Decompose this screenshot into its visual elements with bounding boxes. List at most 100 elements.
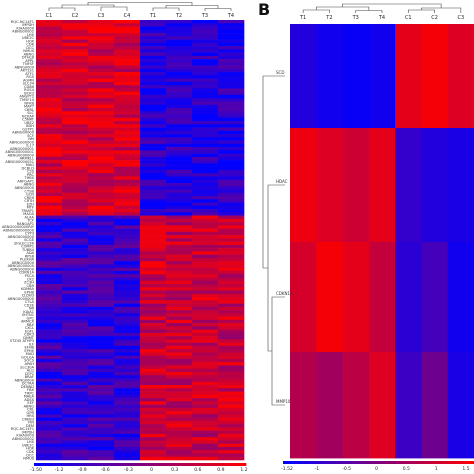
- heatmap-a-cell: [166, 182, 193, 187]
- heatmap-a-cell: [114, 297, 141, 301]
- heatmap-a-cell: [62, 202, 89, 207]
- heatmap-a-cell: [62, 62, 89, 66]
- heatmap-a-cell: [114, 450, 141, 454]
- heatmap-a-cell: [114, 251, 141, 255]
- row-label: ABNG: [24, 183, 35, 187]
- heatmap-a-cell: [140, 456, 167, 461]
- heatmap-a-cell: [88, 257, 115, 262]
- heatmap-a-cell: [114, 293, 141, 298]
- heatmap-a-cell: [62, 134, 89, 138]
- heatmap-a-cell: [192, 62, 219, 66]
- heatmap-a-cell: [114, 104, 141, 109]
- heatmap-a-cell: [140, 417, 167, 422]
- heatmap-a-cell: [114, 453, 141, 458]
- column-label: T4: [378, 15, 385, 21]
- column-label: C2: [72, 13, 79, 19]
- heatmap-a-cell: [166, 49, 193, 53]
- heatmap-a-cell: [114, 179, 141, 184]
- heatmap-a-cell: [114, 414, 141, 418]
- row-label: NMUS: [23, 457, 34, 461]
- heatmap-a-cell: [218, 42, 245, 47]
- heatmap-a-cell: [166, 140, 193, 145]
- heatmap-a-cell: [140, 365, 167, 370]
- heatmap-a-cell: [166, 163, 193, 167]
- heatmap-a-cell: [62, 437, 89, 441]
- heatmap-a-cell: [140, 46, 167, 50]
- heatmap-a-cell: [88, 101, 115, 106]
- colorbar-b-segment: [407, 461, 411, 464]
- heatmap-a-cell: [114, 381, 141, 386]
- heatmap-a-cell: [218, 186, 245, 190]
- heatmap-a-cell: [62, 316, 89, 321]
- colorbar-a-segment: [55, 463, 60, 466]
- colorbar-b-segment: [289, 461, 293, 464]
- heatmap-a-cell: [192, 264, 219, 268]
- heatmap-a-cell: [88, 108, 115, 112]
- heatmap-a-cell: [114, 446, 141, 451]
- heatmap-a-cell: [62, 36, 89, 40]
- heatmap-a-cell: [166, 261, 193, 265]
- heatmap-a-cell: [166, 446, 193, 451]
- heatmap-a-cell: [192, 310, 219, 314]
- heatmap-a-cell: [88, 218, 115, 223]
- heatmap-a-cell: [88, 381, 115, 386]
- colorbar-a-segment: [132, 463, 137, 466]
- colorbar-a-segment: [196, 463, 201, 466]
- row-label: CDKN1A: [19, 271, 35, 275]
- colorbar-b-segment: [400, 461, 405, 464]
- column-dendrogram: [48, 2, 232, 11]
- heatmap-a-cell: [192, 241, 219, 246]
- heatmap-a-cell: [140, 108, 167, 112]
- heatmap-a-cell: [62, 163, 89, 167]
- row-label: DCTAA: [22, 382, 35, 386]
- heatmap-a-cell: [166, 238, 193, 242]
- heatmap-a-cell: [114, 368, 141, 373]
- heatmap-a-cell: [192, 68, 219, 73]
- heatmap-a-cell: [140, 189, 167, 194]
- heatmap-a-cell: [166, 274, 193, 278]
- heatmap-a-cell: [140, 306, 167, 311]
- heatmap-a-cell: [62, 78, 89, 83]
- heatmap-a-cell: [192, 26, 219, 31]
- heatmap-a-cell: [218, 121, 245, 125]
- heatmap-a-cell: [36, 29, 63, 34]
- heatmap-a-cell: [192, 33, 219, 37]
- heatmap-a-cell: [166, 368, 193, 373]
- heatmap-a-cell: [166, 36, 193, 40]
- heatmap-a-cell: [62, 358, 89, 363]
- heatmap-a-cell: [166, 450, 193, 454]
- heatmap-a-cell: [36, 394, 63, 399]
- heatmap-a-cell: [166, 424, 193, 428]
- heatmap-a-cell: [36, 446, 63, 451]
- heatmap-a-cell: [36, 186, 63, 190]
- heatmap-a-cell: [62, 205, 89, 210]
- heatmap-a-cell: [36, 225, 63, 229]
- heatmap-a-cell: [192, 368, 219, 373]
- colorbar-a-segment: [217, 463, 222, 466]
- heatmap-a-cell: [140, 163, 167, 167]
- heatmap-a-cell: [88, 313, 115, 317]
- row-label: DCC: [26, 46, 34, 50]
- heatmap-a-cell: [140, 127, 167, 132]
- heatmap-a-cell: [62, 248, 89, 252]
- row-label: CDK: [26, 43, 34, 47]
- heatmap-a-cell: [114, 52, 141, 57]
- heatmap-a-cell: [36, 205, 63, 210]
- heatmap-a-cell: [36, 88, 63, 92]
- heatmap-a-cell: [62, 179, 89, 184]
- heatmap-a-cell: [140, 150, 167, 154]
- colorbar-b-tick: 1: [435, 466, 438, 472]
- heatmap-a-cell: [62, 88, 89, 92]
- heatmap-a-cell: [140, 199, 167, 203]
- heatmap-a-cell: [192, 372, 219, 376]
- heatmap-a-cell: [218, 78, 245, 83]
- heatmap-a-cell: [114, 365, 141, 370]
- heatmap-a-cell: [166, 228, 193, 233]
- heatmap-a-cell: [192, 91, 219, 96]
- heatmap-a-cell: [192, 78, 219, 83]
- heatmap-a-cell: [114, 59, 141, 63]
- heatmap-a-cell: [140, 427, 167, 431]
- heatmap-a-cell: [140, 88, 167, 92]
- heatmap-a-cell: [88, 342, 115, 347]
- row-label: HDAC: [276, 179, 288, 184]
